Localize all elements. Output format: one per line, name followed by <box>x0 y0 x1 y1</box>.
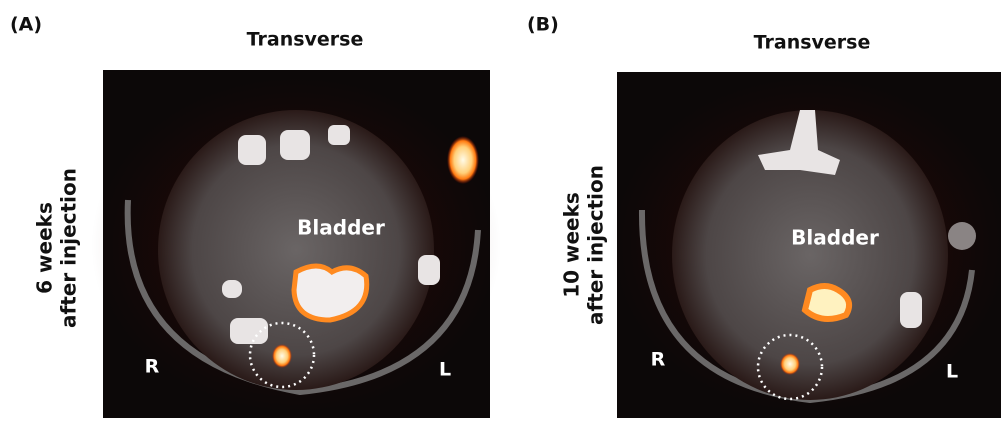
orientation-marker: R <box>651 349 666 371</box>
time-label: 6 weeks <box>33 202 57 294</box>
orientation-marker: R <box>145 356 160 378</box>
page: {"panels": [ {"label": "(A)", "view": "T… <box>0 0 1001 421</box>
orientation-marker: L <box>946 361 958 383</box>
panel-label: (A) <box>10 14 42 36</box>
time-label: after injection <box>584 165 608 325</box>
time-label: after injection <box>57 168 81 328</box>
organ-label: Bladder <box>297 216 385 240</box>
figure: (A) Transverse 6 weeks after injection B… <box>0 0 1001 421</box>
orientation-marker: L <box>439 359 451 381</box>
time-label: 10 weeks <box>560 192 584 298</box>
view-title: Transverse <box>247 29 364 51</box>
organ-label: Bladder <box>791 226 879 250</box>
view-title: Transverse <box>754 32 871 54</box>
panel-label: (B) <box>527 14 559 36</box>
